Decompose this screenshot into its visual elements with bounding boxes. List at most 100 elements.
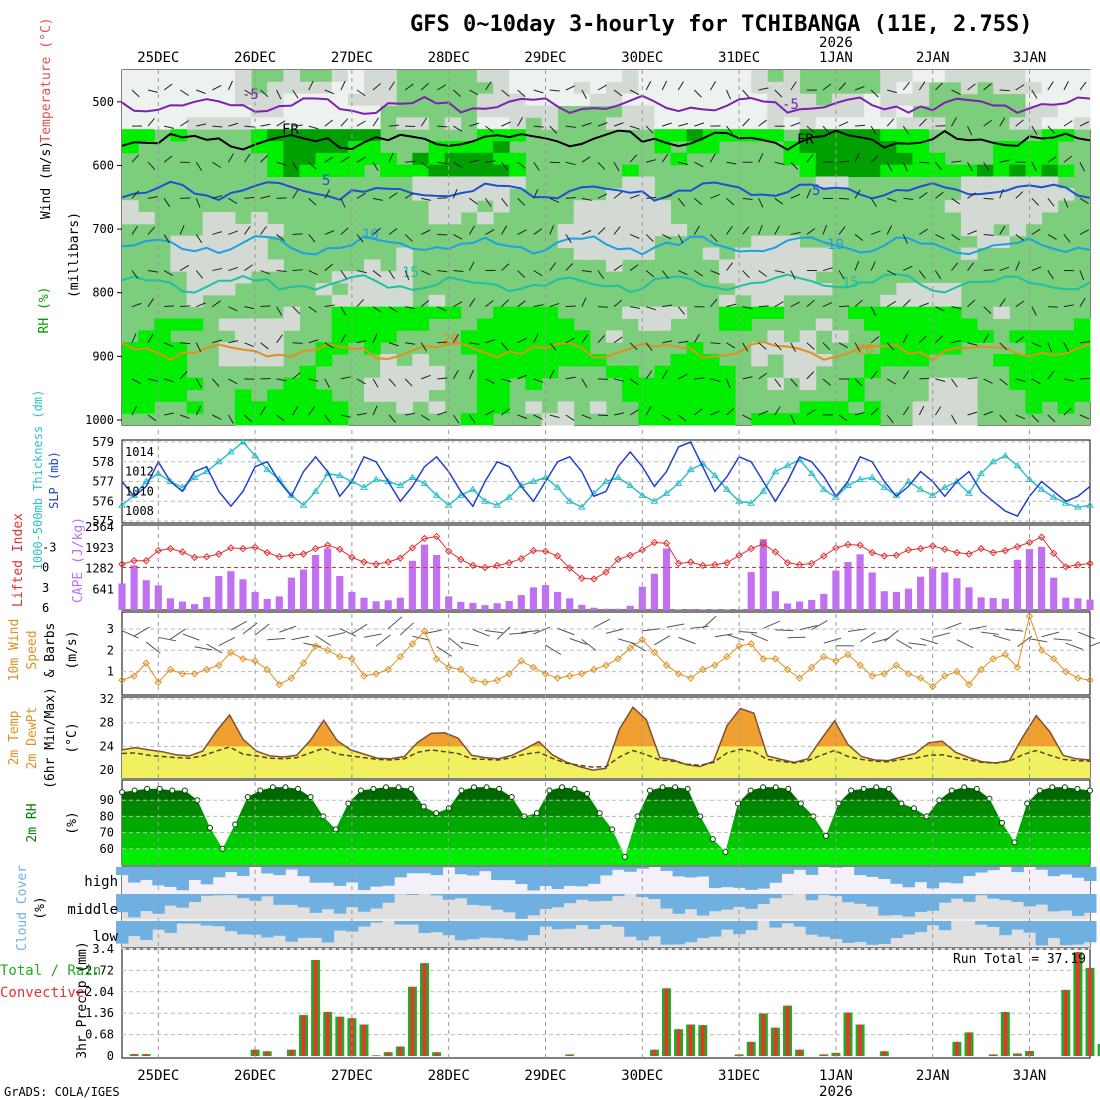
rh-cell xyxy=(718,93,736,106)
rh-cell xyxy=(380,271,397,284)
rh-cell xyxy=(347,93,365,106)
precip-conv-bar xyxy=(422,963,427,1056)
rh-cell xyxy=(493,306,510,319)
wind10-point xyxy=(1001,650,1010,659)
wind-barb xyxy=(1047,81,1054,91)
cloud-bar xyxy=(370,921,383,923)
wind-barb xyxy=(212,125,223,128)
cape-bar xyxy=(420,544,429,610)
rh-cell xyxy=(444,306,462,319)
wind-barb xyxy=(308,378,319,382)
cape-bar xyxy=(614,608,622,610)
rh-cell xyxy=(525,306,542,319)
rh-cell xyxy=(1009,117,1026,130)
wind-barb xyxy=(372,117,379,127)
rh-cell xyxy=(896,306,914,319)
cloud-bar xyxy=(212,894,226,896)
rh-cell xyxy=(218,259,236,272)
cloud-bar xyxy=(188,867,202,880)
cape-bar xyxy=(796,601,804,610)
wind-barb xyxy=(1047,270,1054,280)
rh-cell xyxy=(831,141,849,154)
wind-barb xyxy=(870,230,881,235)
cloud-bar xyxy=(684,894,698,910)
rh-cell xyxy=(267,413,284,426)
wind-barb xyxy=(147,89,158,93)
wind-barb xyxy=(903,197,914,200)
precip-conv-bar xyxy=(144,1054,148,1056)
rh-cell xyxy=(928,330,946,343)
rh-cell xyxy=(831,105,849,118)
wind-barb xyxy=(951,160,962,163)
wind-barb xyxy=(967,192,977,199)
day-label-bottom: 3JAN xyxy=(1013,1068,1047,1084)
wind-barb xyxy=(131,378,142,385)
wind-barb xyxy=(790,342,796,352)
rh-cell xyxy=(493,152,510,166)
rh-cell xyxy=(283,141,300,154)
rh2m-point xyxy=(848,787,855,794)
wind-barb xyxy=(790,81,797,91)
wind-barb xyxy=(469,298,476,307)
rh-cell xyxy=(993,152,1010,166)
rh-cell xyxy=(380,164,397,177)
rh-cell xyxy=(380,318,397,331)
rh-cell xyxy=(122,129,139,142)
wind-barb-10m xyxy=(739,630,758,634)
wind-barb xyxy=(726,303,737,308)
wind-barb xyxy=(469,89,479,96)
rh-cell xyxy=(218,247,236,260)
rh-cell xyxy=(1009,70,1026,83)
rh-cell xyxy=(1057,81,1075,95)
day-label-top: 1JAN xyxy=(819,50,853,66)
cloud-bar xyxy=(128,921,141,937)
li-point xyxy=(916,544,925,553)
cloud-bar xyxy=(116,894,129,913)
rh-cell xyxy=(299,141,317,154)
wind-barb-10m xyxy=(448,637,463,650)
wind-barb xyxy=(1079,197,1089,205)
cape-bar xyxy=(336,576,344,610)
wind10-line xyxy=(121,614,1091,688)
cloud-bar xyxy=(237,921,250,935)
cloud-bar xyxy=(660,867,673,871)
rh-cell xyxy=(380,81,397,95)
wind-barb xyxy=(196,123,207,127)
cloud-bar xyxy=(164,921,177,933)
wind-barb xyxy=(1063,342,1070,352)
rh-cell xyxy=(573,93,591,106)
rh-cell xyxy=(493,70,510,83)
run-total: Run Total = 37.19 xyxy=(953,952,1086,967)
wind-barb xyxy=(951,378,958,388)
cloud-bar xyxy=(563,894,577,904)
rh-cell xyxy=(509,176,526,189)
wind10-tick-label: 2 xyxy=(107,643,114,657)
rh-cell xyxy=(251,223,268,237)
cloud-bar xyxy=(721,867,734,888)
rh-cell xyxy=(444,212,462,225)
rh-cell xyxy=(573,81,591,95)
rh-cell xyxy=(202,212,220,225)
rh-cell xyxy=(831,413,849,426)
cloud-bar xyxy=(660,921,673,945)
cape-bar xyxy=(154,585,162,610)
precip-conv-bar xyxy=(797,1049,802,1056)
wind-barb xyxy=(340,198,346,208)
rh-cell xyxy=(783,152,801,166)
rh-cell xyxy=(331,294,349,308)
wind-barb xyxy=(774,342,782,351)
wind-barb xyxy=(356,378,366,385)
rh-cell xyxy=(977,70,994,83)
rh-cell xyxy=(589,212,607,225)
rh-cell xyxy=(848,377,865,390)
cape-bar xyxy=(602,608,610,610)
wind-barb xyxy=(710,81,717,91)
wind-barb xyxy=(420,229,431,235)
wind-barb xyxy=(983,378,993,384)
rh-cell xyxy=(1073,105,1091,118)
rh-cell xyxy=(589,70,607,83)
rh-cell xyxy=(944,389,962,402)
wind10-point xyxy=(759,655,768,663)
rh-cell xyxy=(702,117,720,130)
rh-cell xyxy=(686,354,704,367)
